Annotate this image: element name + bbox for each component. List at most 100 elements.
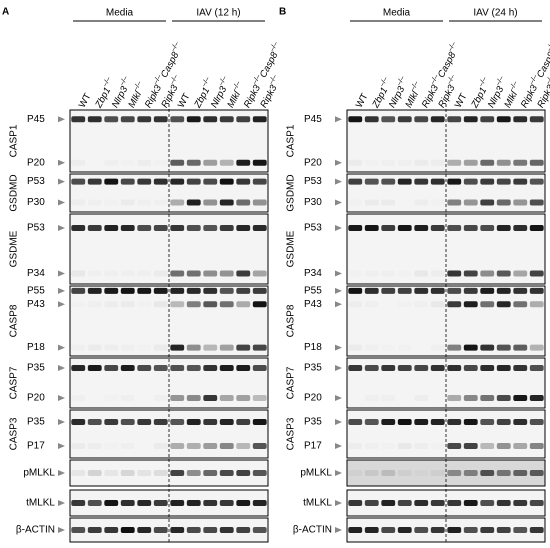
band bbox=[104, 365, 119, 371]
band bbox=[170, 287, 185, 294]
band bbox=[203, 159, 218, 166]
band bbox=[153, 500, 168, 506]
band bbox=[348, 527, 363, 533]
band bbox=[71, 200, 85, 206]
band bbox=[154, 160, 168, 166]
band bbox=[137, 178, 152, 185]
band bbox=[365, 160, 379, 166]
band bbox=[365, 271, 379, 277]
lane-label-gene: Zbp1 bbox=[191, 85, 211, 110]
band bbox=[203, 301, 218, 308]
band bbox=[348, 225, 363, 231]
band bbox=[219, 159, 234, 166]
band bbox=[153, 301, 168, 308]
band bbox=[88, 271, 102, 277]
band bbox=[219, 527, 234, 533]
band bbox=[137, 527, 152, 533]
band bbox=[170, 225, 185, 231]
band bbox=[463, 527, 478, 533]
band bbox=[236, 365, 251, 371]
band bbox=[480, 344, 495, 351]
band bbox=[170, 159, 185, 166]
band bbox=[398, 395, 412, 401]
band bbox=[447, 419, 462, 425]
marker-arrow bbox=[58, 470, 65, 476]
band bbox=[120, 419, 135, 425]
band bbox=[364, 199, 379, 206]
size-marker: P43 bbox=[27, 299, 45, 310]
band bbox=[186, 178, 201, 185]
band bbox=[529, 225, 544, 231]
group-label: Media bbox=[383, 8, 411, 19]
band bbox=[71, 470, 86, 476]
band bbox=[348, 365, 363, 371]
lane-label-gene: Casp8 bbox=[435, 49, 458, 79]
band bbox=[87, 225, 102, 231]
band bbox=[236, 159, 251, 166]
band bbox=[463, 470, 478, 476]
band bbox=[153, 225, 168, 231]
band bbox=[430, 500, 445, 506]
band bbox=[414, 395, 428, 401]
band bbox=[480, 395, 495, 401]
band bbox=[88, 395, 102, 401]
blot-name: CASP1 bbox=[9, 124, 20, 157]
band bbox=[219, 365, 234, 371]
lane-label-superscript: –/– bbox=[509, 80, 520, 92]
band bbox=[348, 500, 363, 506]
marker-arrow bbox=[335, 178, 342, 185]
band bbox=[398, 160, 412, 166]
band bbox=[364, 365, 379, 371]
band bbox=[381, 443, 395, 449]
marker-arrow bbox=[58, 301, 65, 308]
band bbox=[364, 470, 379, 476]
lane-label: WT bbox=[76, 91, 93, 109]
band bbox=[170, 365, 185, 371]
marker-arrow bbox=[335, 301, 342, 308]
band bbox=[348, 178, 363, 185]
band bbox=[137, 160, 151, 166]
band bbox=[513, 395, 528, 401]
band bbox=[252, 419, 267, 425]
band bbox=[480, 419, 495, 425]
band bbox=[203, 199, 218, 206]
band bbox=[414, 500, 429, 506]
band bbox=[480, 443, 495, 449]
band bbox=[120, 225, 135, 231]
band bbox=[496, 270, 511, 277]
band bbox=[480, 301, 495, 308]
band bbox=[381, 287, 396, 294]
band bbox=[496, 225, 511, 231]
band bbox=[88, 160, 102, 166]
marker-arrow bbox=[58, 178, 65, 185]
marker-arrow bbox=[58, 395, 65, 401]
lane-label-gene: Casp8 bbox=[534, 49, 550, 79]
band bbox=[414, 270, 429, 277]
band bbox=[430, 178, 445, 185]
blot-name: GSDME bbox=[9, 230, 20, 267]
marker-arrow bbox=[58, 116, 65, 123]
blot-name: pMLKL bbox=[23, 468, 55, 479]
lane-label-superscript: –/– bbox=[545, 74, 550, 86]
band bbox=[463, 365, 478, 371]
band bbox=[219, 116, 234, 123]
band bbox=[398, 200, 412, 206]
band bbox=[87, 527, 102, 533]
band bbox=[104, 160, 118, 166]
band bbox=[71, 443, 86, 449]
band bbox=[137, 225, 152, 231]
band bbox=[88, 301, 102, 307]
band bbox=[104, 527, 119, 533]
band bbox=[529, 443, 544, 449]
band bbox=[348, 395, 362, 401]
band bbox=[513, 199, 528, 206]
band bbox=[71, 178, 86, 185]
band bbox=[219, 178, 234, 185]
band bbox=[137, 419, 152, 425]
marker-arrow bbox=[335, 365, 342, 371]
band bbox=[186, 395, 201, 401]
band bbox=[480, 287, 495, 294]
band bbox=[252, 116, 267, 123]
band bbox=[236, 301, 251, 308]
